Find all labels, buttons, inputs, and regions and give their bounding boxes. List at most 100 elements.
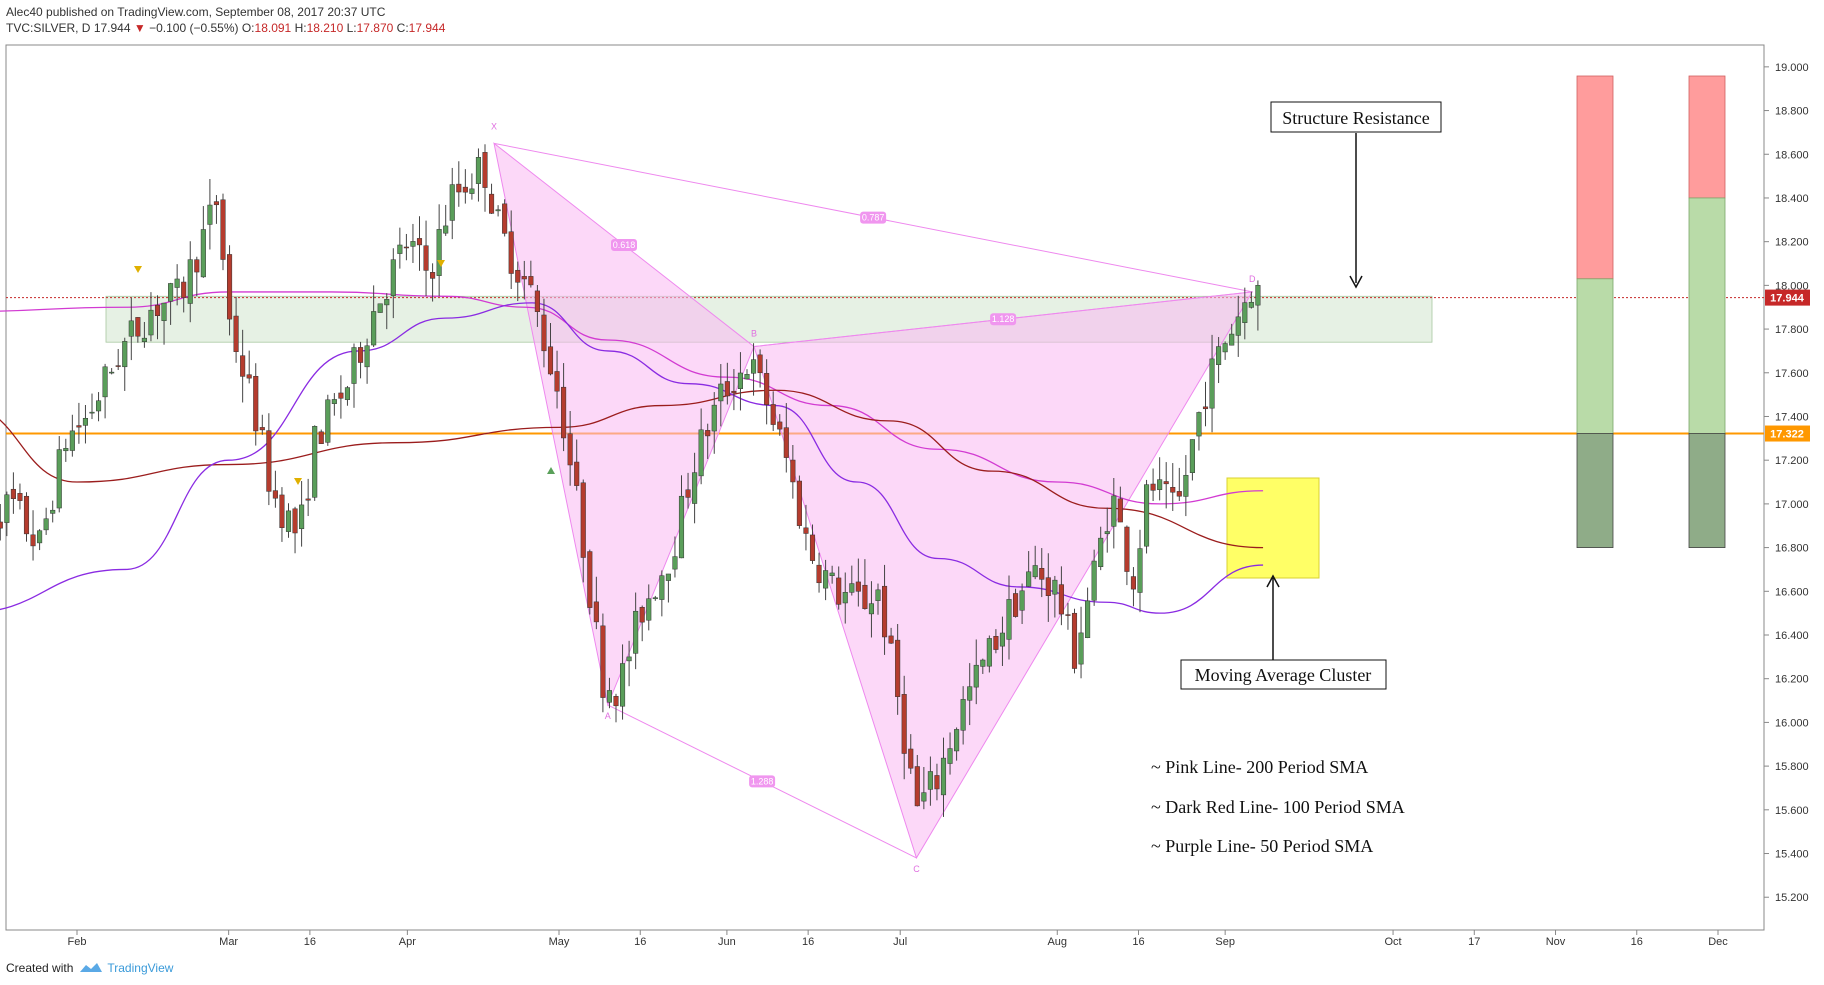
candle-body	[593, 601, 599, 623]
author-link[interactable]: Alec40	[6, 5, 43, 19]
candle-body	[312, 426, 318, 498]
candle-body	[187, 259, 193, 304]
tradingview-logo-icon	[80, 963, 103, 972]
candle-body	[436, 229, 442, 276]
candle-body	[1157, 479, 1163, 490]
y-tick-label: 17.000	[1775, 499, 1809, 511]
symbol-line: TVC:SILVER, D 17.944 ▼ −0.100 (−0.55%) O…	[6, 20, 445, 36]
y-tick-label: 16.000	[1775, 717, 1809, 729]
candle-body	[554, 371, 560, 392]
candle-body	[633, 610, 639, 654]
candle-body	[233, 315, 239, 352]
y-tick-label: 16.400	[1775, 630, 1809, 642]
reward-zone-2	[1688, 197, 1726, 434]
candle-body	[423, 245, 429, 271]
candle-body	[292, 508, 298, 534]
candle-body	[875, 589, 881, 601]
candle-body	[659, 575, 665, 600]
candle-body	[23, 495, 30, 535]
ratio-badge-bg	[611, 238, 637, 251]
candle-body	[836, 577, 842, 605]
candle-body	[397, 244, 403, 254]
candle-body	[161, 302, 167, 322]
candle-body	[849, 583, 855, 593]
candle-body	[318, 431, 324, 444]
ratio-badge-bg	[990, 313, 1017, 326]
candle-body	[416, 238, 423, 246]
candle-body	[1242, 302, 1248, 323]
candle-body	[665, 573, 671, 581]
candle-body	[1196, 412, 1202, 437]
candle-body	[803, 527, 809, 534]
candle-body	[672, 556, 678, 570]
candle-body	[685, 489, 691, 498]
structure-resistance-box	[1270, 101, 1442, 133]
signal-marker-icon	[134, 266, 142, 273]
candle-body	[128, 320, 134, 337]
low-label: L:	[346, 21, 357, 35]
candle-body	[521, 276, 527, 280]
candle-body	[272, 490, 278, 499]
y-tick-label: 18.000	[1775, 280, 1809, 292]
candle-body	[1235, 316, 1241, 336]
x-tick-label: May	[549, 936, 570, 948]
ratio-badge-bg	[860, 211, 887, 224]
close-value: 17.944	[408, 21, 446, 35]
candle-body	[30, 534, 36, 547]
candle-body	[1006, 599, 1012, 640]
candle-body	[1130, 576, 1136, 590]
candle-body	[927, 771, 933, 790]
stop-zone-1	[1576, 433, 1614, 548]
candle-body	[351, 347, 357, 384]
ratio-badge-bg	[749, 775, 776, 788]
x-tick-label: 16	[1132, 936, 1144, 948]
y-tick-label: 18.400	[1775, 193, 1809, 205]
arrow-down-icon	[1349, 275, 1363, 289]
created-with-label: Created with	[6, 961, 74, 975]
high-label: H:	[294, 21, 307, 35]
candle-body	[1229, 333, 1235, 346]
candle-body	[724, 381, 730, 397]
candle-body	[279, 494, 285, 528]
candle-body	[692, 472, 698, 504]
candle-body	[528, 276, 534, 286]
candle-body	[1189, 439, 1195, 473]
x-tick-label: 16	[1631, 936, 1643, 948]
candle-body	[226, 254, 233, 320]
candle-body	[246, 374, 252, 379]
target-zone-1	[1576, 75, 1614, 280]
candle-body	[95, 400, 102, 412]
candle-body	[371, 311, 377, 346]
candle-body	[1104, 531, 1110, 535]
candle-body	[613, 696, 619, 707]
candle-body	[462, 186, 468, 193]
candle-body	[194, 259, 200, 273]
candle-body	[541, 314, 547, 352]
tradingview-link[interactable]: TradingView	[79, 961, 173, 975]
candle-body	[954, 729, 960, 752]
legend-note-100: ~ Dark Red Line- 100 Period SMA	[1151, 797, 1405, 817]
candle-body	[259, 427, 265, 431]
candle-body	[1137, 548, 1143, 593]
y-tick-label: 17.600	[1775, 368, 1809, 380]
candle-body	[403, 246, 409, 249]
candle-body	[325, 399, 331, 443]
x-tick-label: Aug	[1047, 936, 1067, 948]
candle-body	[168, 283, 174, 302]
y-tick-label: 18.800	[1775, 106, 1809, 118]
candle-body	[109, 371, 115, 374]
candle-body	[678, 495, 685, 559]
candle-body	[449, 184, 455, 221]
pattern-point-a: A	[605, 711, 611, 721]
candle-body	[606, 690, 612, 703]
publish-line: Alec40 published on TradingView.com, Sep…	[6, 4, 445, 20]
candle-body	[993, 636, 999, 650]
candle-body	[213, 201, 219, 206]
candle-body	[1091, 560, 1097, 601]
last-value: 17.944	[93, 21, 131, 35]
candle-body	[338, 392, 344, 399]
candle-body	[967, 686, 973, 701]
candle-body	[1026, 571, 1032, 587]
candle-body	[986, 638, 992, 667]
